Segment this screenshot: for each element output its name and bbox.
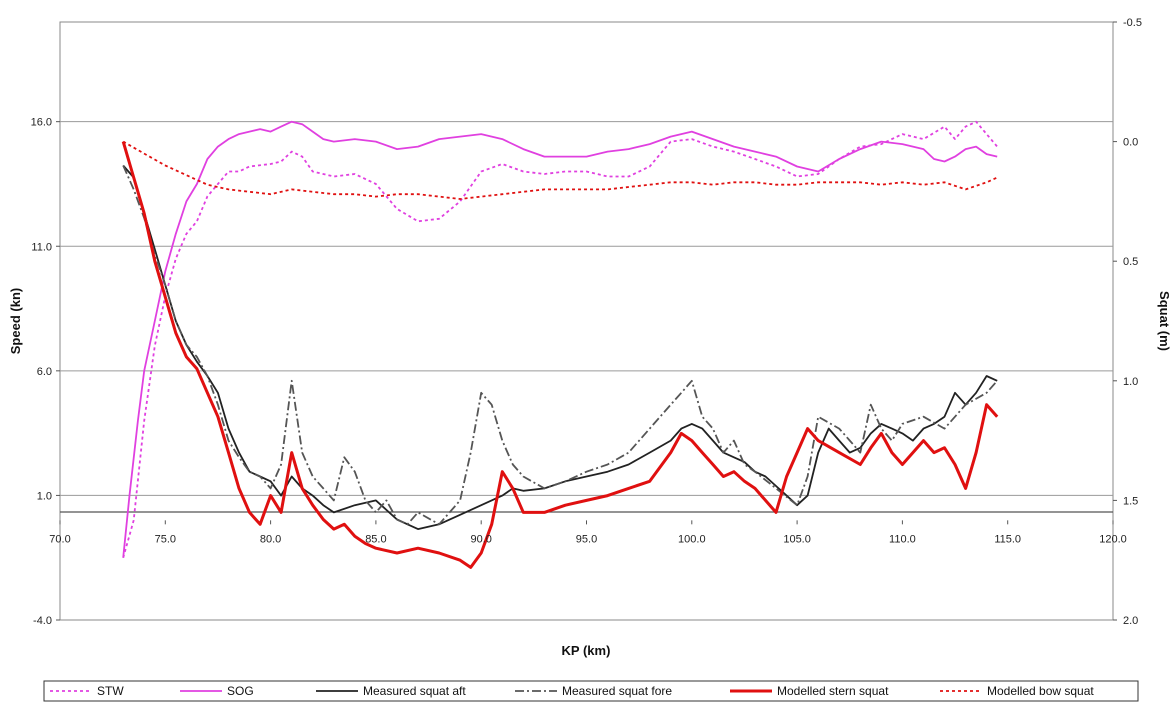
x-tick-label: 110.0 [889,533,916,545]
y-tick-label: 1.0 [37,490,52,502]
y-tick-label: -4.0 [33,615,52,627]
x-tick-label: 75.0 [155,533,176,545]
y-axis-title: Speed (kn) [8,288,23,354]
legend-label: Modelled stern squat [777,684,889,698]
y2-tick-label: 0.0 [1123,137,1138,149]
x-tick-label: 105.0 [783,533,811,545]
legend: STW SOG Measured squat aft Measured squat f… [43,680,1139,702]
grid-lines [60,121,1113,496]
x-tick-label: 70.0 [49,533,70,545]
x-tick-label: 85.0 [365,533,386,545]
x-tick-label: 95.0 [576,533,597,545]
x-tick-label: 120.0 [1099,533,1127,545]
legend-box [43,680,1139,702]
legend-label: Measured squat fore [562,684,672,698]
x-tick-label: 90.0 [470,533,491,545]
legend-label: Modelled bow squat [987,684,1094,698]
legend-label: STW [97,684,124,698]
y2-tick-label: 2.0 [1123,615,1138,627]
y2-tick-label: 0.5 [1123,256,1138,268]
plot-frame [59,21,1114,621]
x-axis-title: KP (km) [562,643,611,658]
legend-label: Measured squat aft [363,684,466,698]
x-tick-label: 115.0 [994,533,1021,545]
x-tick-label: 80.0 [260,533,281,545]
series-line-sog [122,120,998,558]
series-line-measured-squat-aft [122,164,998,530]
tick-labels: -4.0 1.0 6.0 11.0 16.0 -0.5 0.0 0.5 1.0 1.5 2.0 70.… [31,17,1142,627]
series-line-measured-squat-fore [122,165,998,526]
series-line-stw [122,120,998,558]
y2-tick-label: 1.5 [1123,495,1138,507]
y2-tick-label: 1.0 [1123,376,1138,388]
legend-label: SOG [227,684,254,698]
y-tick-label: 16.0 [31,117,52,129]
series-line-modelled-bow-squat [122,140,998,200]
x-tick-label: 100.0 [678,533,706,545]
y2-tick-label: -0.5 [1123,17,1142,29]
y-tick-label: 11.0 [31,241,52,253]
series-lines [121,120,999,569]
series-line-modelled-stern-squat [121,141,999,569]
legend-items: STW SOG Measured squat aft Measured squat f… [50,684,1094,698]
y-tick-label: 6.0 [37,366,52,378]
y2-axis-title: Squat (m) [1157,291,1172,351]
